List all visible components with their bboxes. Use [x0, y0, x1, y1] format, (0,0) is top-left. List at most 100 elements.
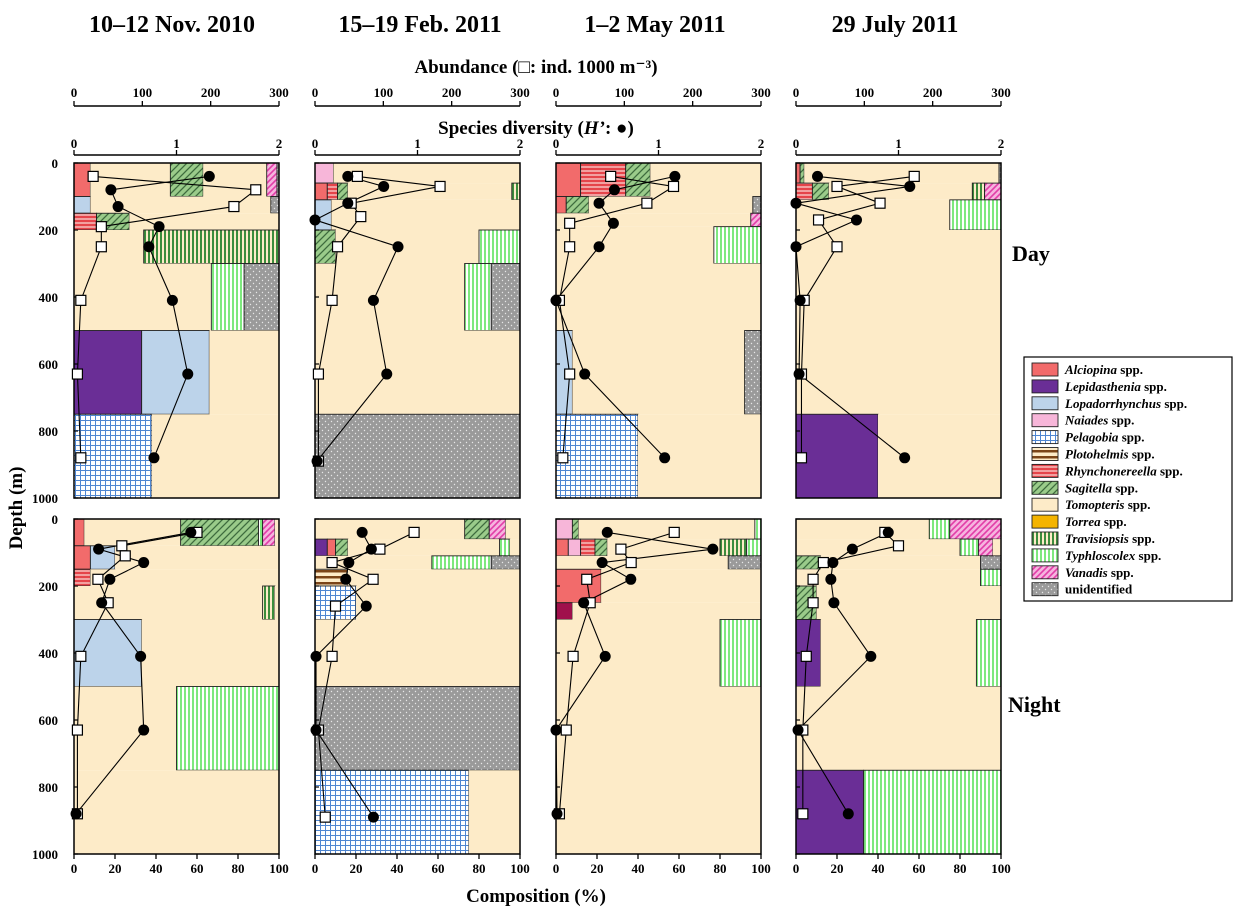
abundance-point: [95, 241, 107, 253]
bar-segment-tom: [556, 263, 761, 331]
bar-segment-tom: [992, 539, 1001, 556]
bar-segment-sag: [571, 518, 580, 540]
abundance-point: [831, 180, 843, 193]
abundance-tick-label: 100: [855, 85, 875, 100]
legend-swatch: [1031, 396, 1059, 411]
abundance-point: [567, 650, 579, 662]
bar-segment-typ: [210, 263, 245, 331]
bar-segment-tom: [315, 619, 520, 687]
bar-segment-typ: [980, 568, 1002, 587]
bar-segment-tom: [84, 519, 181, 546]
abundance-point: [312, 368, 325, 380]
column-title-2: 15–19 Feb. 2011: [338, 12, 501, 38]
diversity-point: [865, 650, 877, 662]
legend-label: Tomopteris spp.: [1065, 497, 1151, 512]
bar-segment-lop: [314, 199, 332, 231]
composition-tick-label: 20: [831, 861, 844, 876]
bar-segment-tom: [509, 539, 520, 556]
diversity-tick-label: 0: [553, 136, 560, 151]
panel-frame: [314, 162, 521, 499]
legend: Alciopina spp. Lepidasthenia spp. Lopadorr…: [1023, 356, 1233, 602]
depth-tick-label: 400: [39, 646, 59, 661]
abundance-tick-label: 0: [71, 85, 78, 100]
abundance-point: [95, 221, 107, 233]
bar-segment-sag: [594, 538, 608, 557]
diversity-point: [310, 650, 322, 662]
bar-segment-rhy: [326, 182, 338, 201]
legend-label: Vanadis spp.: [1065, 565, 1134, 580]
bar-segment-tom: [90, 196, 271, 214]
composition-tick-label: 60: [191, 861, 204, 876]
diversity-point: [138, 557, 150, 569]
bar-segment-uni: [980, 555, 1002, 570]
diversity-point: [309, 214, 321, 226]
diversity-point: [793, 368, 805, 380]
composition-tick-label: 0: [553, 861, 560, 876]
abundance-line: [802, 532, 900, 814]
panel-day-col-1: [71, 162, 280, 499]
bar-segment-tom: [588, 196, 753, 214]
panel-frame: [795, 518, 1002, 855]
diversity-tick-label: 1: [655, 136, 662, 151]
abundance-point: [564, 241, 576, 253]
abundance-tick-label: 100: [133, 85, 153, 100]
legend-swatch: [1031, 514, 1059, 529]
panel-night-col-1: [70, 518, 280, 855]
bar-segment-typ: [431, 555, 492, 570]
legend-item-van: Vanadis spp.: [1031, 565, 1134, 580]
diversity-point: [135, 650, 147, 662]
bar-segment-tom: [129, 213, 279, 230]
bar-segment-alc: [555, 196, 567, 214]
diversity-point: [340, 573, 352, 585]
abundance-point: [795, 452, 808, 464]
diversity-point: [182, 368, 194, 380]
legend-item-alc: Alciopina spp.: [1031, 362, 1143, 377]
abundance-tick-label: 200: [442, 85, 462, 100]
diversity-point: [578, 597, 590, 609]
diversity-point: [138, 724, 150, 736]
bar-segment-tom: [347, 569, 520, 586]
bar-segment-tom: [356, 586, 520, 620]
bar-segment-tom: [556, 686, 761, 854]
bar-segment-typ: [464, 263, 492, 331]
diversity-point: [792, 724, 804, 736]
diversity-tick-label: 1: [414, 136, 421, 151]
abundance-tick-label: 100: [374, 85, 394, 100]
composition-tick-label: 0: [71, 861, 78, 876]
bar-segment-tom: [556, 213, 751, 227]
composition-tick-label: 60: [673, 861, 686, 876]
bar-segment-tom: [505, 519, 520, 540]
bar-segment-tom: [796, 230, 1001, 415]
abundance-tick-label: 300: [991, 85, 1011, 100]
bar-segment-typ: [949, 199, 1002, 231]
bar-segment-alc: [73, 545, 91, 570]
legend-label: Torrea spp.: [1065, 514, 1127, 529]
bar-segment-uni: [314, 413, 521, 499]
bar-segment-sag: [335, 538, 349, 557]
diversity-point: [343, 557, 355, 569]
panel-frame: [555, 518, 762, 855]
bar-segment-van: [750, 212, 762, 228]
diversity-point: [93, 543, 105, 555]
panel-day-col-2: [309, 162, 521, 499]
composition-tick-label: 100: [269, 861, 289, 876]
bar-segment-tom: [820, 619, 977, 687]
abundance-point: [319, 811, 331, 823]
bar-segment-rhy: [73, 568, 91, 587]
abundance-point: [615, 543, 627, 555]
composition-axis-title: Composition (%): [466, 886, 606, 907]
diversity-point: [365, 543, 377, 555]
bar-segment-typ: [975, 619, 1002, 687]
composition-tick-label: 40: [150, 861, 163, 876]
diversity-point: [904, 180, 916, 192]
abundance-line: [317, 175, 441, 462]
diversity-point: [593, 197, 605, 209]
legend-item-plo: Plotohelmis spp.: [1031, 447, 1155, 462]
diversity-point: [104, 573, 116, 585]
diversity-point: [153, 221, 165, 233]
bar-segment-typ: [258, 518, 264, 547]
abundance-point: [116, 540, 128, 552]
